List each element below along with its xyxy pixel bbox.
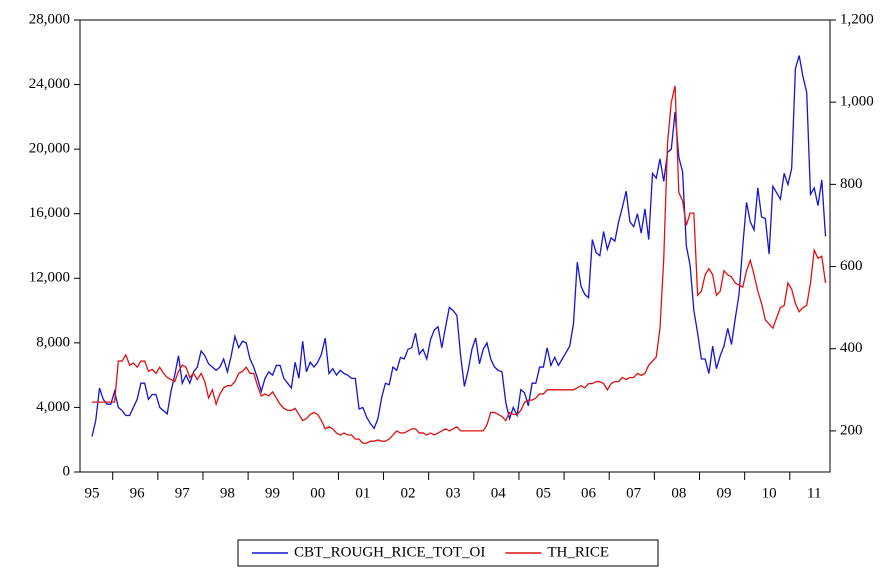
x-tick-label: 09	[716, 485, 731, 501]
y-tick-label: 4,000	[36, 399, 70, 415]
legend-label: CBT_ROUGH_RICE_TOT_OI	[294, 544, 485, 560]
legend-box	[237, 539, 659, 567]
x-tick-label: 97	[175, 485, 191, 501]
x-tick-label: 04	[491, 485, 507, 501]
y2-tick-label: 1,000	[840, 94, 874, 110]
x-tick-label: 02	[400, 485, 415, 501]
y-tick-label: 0	[63, 463, 71, 479]
x-tick-label: 07	[626, 485, 642, 501]
x-tick-label: 03	[446, 485, 461, 501]
y2-tick-label: 600	[840, 258, 863, 274]
y2-tick-label: 200	[840, 422, 863, 438]
x-tick-label: 00	[310, 485, 325, 501]
y2-tick-label: 1,200	[840, 11, 874, 27]
x-tick-label: 01	[355, 485, 370, 501]
series-line	[92, 85, 827, 444]
x-tick-label: 96	[130, 485, 146, 501]
x-tick-label: 99	[265, 485, 280, 501]
y2-tick-label: 800	[840, 176, 863, 192]
y-tick-label: 20,000	[29, 141, 70, 157]
x-tick-label: 06	[581, 485, 597, 501]
y-tick-label: 12,000	[29, 270, 70, 286]
series-line	[91, 55, 827, 437]
x-tick-label: 11	[807, 485, 821, 501]
y-tick-label: 8,000	[36, 334, 70, 350]
plot-frame	[79, 19, 831, 473]
y-tick-label: 16,000	[29, 205, 70, 221]
x-tick-label: 10	[762, 485, 777, 501]
y-tick-label: 28,000	[29, 11, 70, 27]
y-tick-label: 24,000	[29, 76, 70, 92]
x-tick-label: 98	[220, 485, 235, 501]
y2-tick-label: 400	[840, 340, 863, 356]
x-tick-label: 08	[671, 485, 686, 501]
x-tick-label: 95	[85, 485, 100, 501]
legend-label: TH_RICE	[547, 544, 609, 560]
x-tick-label: 05	[536, 485, 551, 501]
